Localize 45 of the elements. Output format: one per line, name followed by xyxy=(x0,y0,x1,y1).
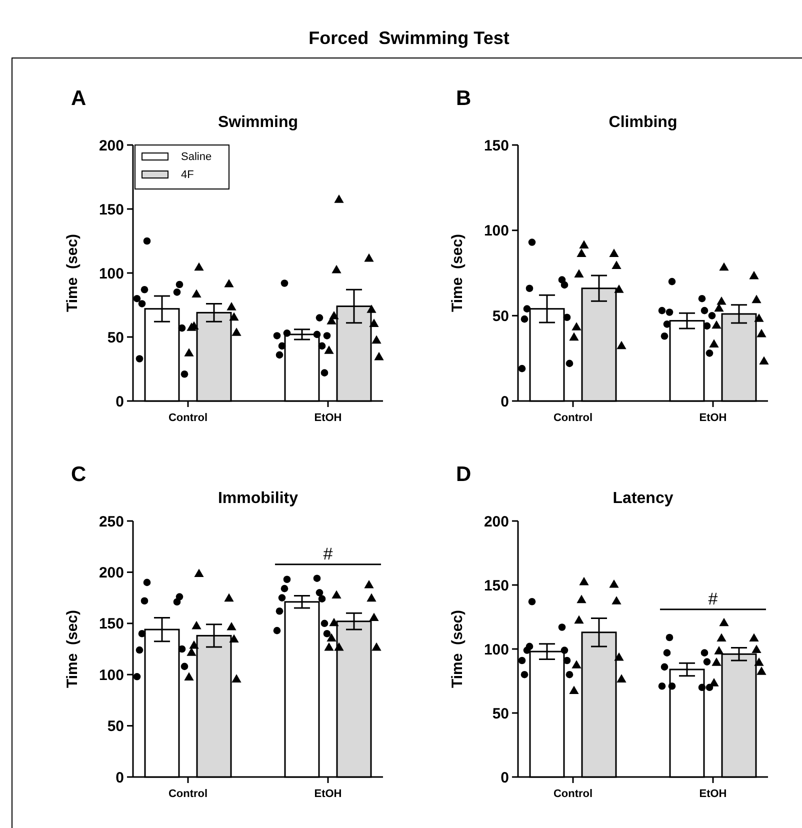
y-tick-label: 0 xyxy=(500,393,509,410)
text: B xyxy=(456,87,472,110)
x-tick-label: EtOH xyxy=(314,412,342,424)
y-tick-label: 250 xyxy=(98,513,124,530)
x-tick-label: Control xyxy=(168,788,208,800)
text: A xyxy=(71,87,86,110)
chart-title: Climbing xyxy=(608,114,678,131)
y-tick-label: 0 xyxy=(116,393,124,410)
y-axis-title: Time (sec) xyxy=(64,610,81,688)
y-tick-label: 0 xyxy=(500,769,509,786)
text: D xyxy=(456,463,472,486)
y-tick-label: 50 xyxy=(492,705,509,722)
chart-title: Forced Swimming Test xyxy=(308,28,510,48)
legend-label: Saline xyxy=(181,151,212,163)
y-tick-label: 50 xyxy=(492,308,509,325)
y-axis-title: Time (sec) xyxy=(449,234,466,312)
x-tick-label: EtOH xyxy=(699,788,727,800)
chart-subtitle: Swimming xyxy=(218,114,298,131)
y-tick-label: 100 xyxy=(98,666,124,684)
y-tick-label: 200 xyxy=(484,513,509,530)
y-tick-label: 150 xyxy=(484,577,509,594)
y-axis-title: Time (sec) xyxy=(64,234,81,312)
y-tick-label: 100 xyxy=(484,222,509,240)
y-tick-label: 150 xyxy=(484,137,509,154)
y-axis-title: Time (sec) xyxy=(449,610,466,688)
x-tick-label: Control xyxy=(168,412,208,424)
y-tick-label: 50 xyxy=(107,329,124,346)
y-tick-label: 50 xyxy=(107,718,124,736)
chart-title: Latency xyxy=(612,490,674,507)
x-tick-label: EtOH xyxy=(699,412,727,424)
annotation: # xyxy=(323,544,334,564)
chart-title: Immobility xyxy=(218,490,298,507)
x-tick-label: EtOH xyxy=(314,788,342,800)
y-tick-label: 150 xyxy=(98,616,124,633)
y-tick-label: 200 xyxy=(98,137,124,154)
y-tick-label: 100 xyxy=(484,641,509,658)
x-tick-label: Control xyxy=(553,788,593,800)
y-tick-label: 0 xyxy=(116,769,124,786)
annotation: # xyxy=(708,589,718,608)
y-tick-label: 200 xyxy=(98,564,124,582)
legend-label: 4F xyxy=(181,169,194,181)
y-tick-label: 150 xyxy=(98,201,124,218)
x-tick-label: Control xyxy=(553,412,593,424)
y-tick-label: 100 xyxy=(98,265,124,282)
text: C xyxy=(71,463,86,486)
